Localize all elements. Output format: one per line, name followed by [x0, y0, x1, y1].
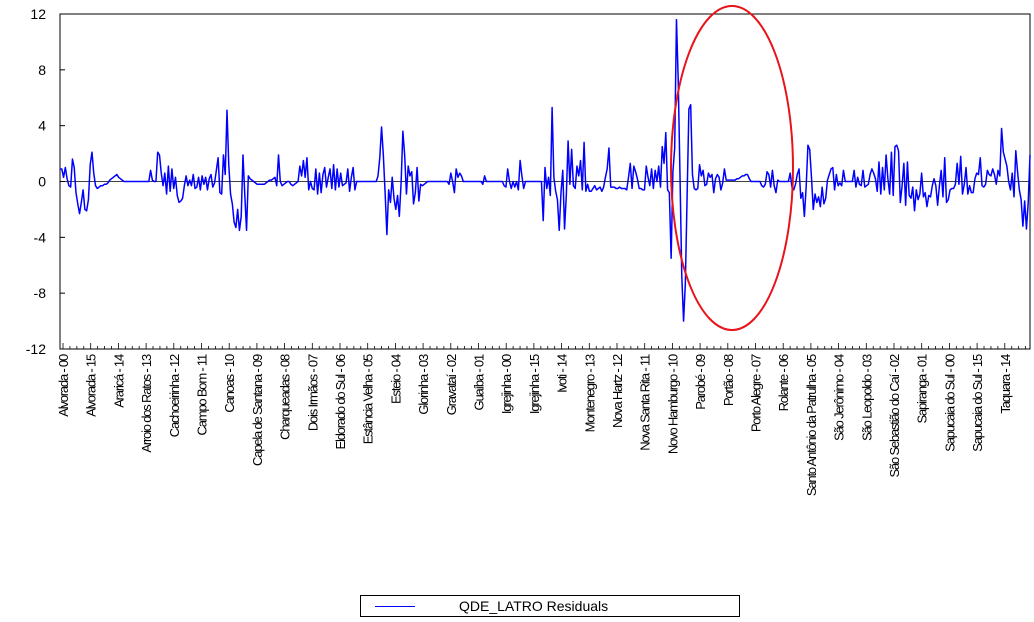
y-tick-label: -12	[26, 341, 46, 357]
x-tick-label: Cachoeirinha - 12	[167, 354, 182, 437]
x-tick-label: Igrejinha - 00	[499, 354, 514, 414]
x-tick-label: Eldorado do Sul - 06	[333, 354, 348, 449]
x-tick-label: Porto Alegre - 07	[749, 354, 764, 432]
x-tick-label: Santo Antônio da Patrulha - 05	[804, 354, 819, 496]
x-tick-label: Montenegro - 13	[582, 354, 597, 432]
x-tick-label: Guaíba - 01	[472, 354, 487, 410]
x-tick-label: Sapucaia do Sul - 15	[970, 354, 985, 452]
x-tick-label: Glorinha - 03	[416, 354, 431, 415]
x-tick-label: Dois Irmãos - 07	[305, 354, 320, 431]
x-tick-label: Taquara - 14	[998, 354, 1013, 414]
y-tick-label: 0	[38, 174, 46, 190]
x-tick-label: Esteio - 04	[388, 354, 403, 404]
y-tick-label: 8	[38, 62, 46, 78]
x-tick-label: Gravataí - 02	[444, 354, 459, 415]
x-tick-label: Estância Velha - 05	[361, 354, 376, 444]
x-tick-label: Capela de Santana - 09	[250, 354, 265, 466]
legend-line-swatch	[375, 606, 415, 607]
x-tick-label: Alvorada - 00	[56, 354, 71, 417]
x-tick-label: Novo Hamburgo - 10	[665, 354, 680, 454]
x-tick-label: Campo Bom - 11	[195, 354, 210, 435]
x-tick-label: Araricá - 14	[111, 354, 126, 408]
x-tick-label: Parobé - 09	[693, 354, 708, 410]
x-tick-label: Sapiranga - 01	[915, 354, 930, 423]
x-tick-label: Sapucaia do Sul - 00	[942, 354, 957, 452]
x-tick-label: Alvorada - 15	[84, 354, 99, 417]
series-line	[60, 18, 1031, 322]
x-tick-label: Nova Hartz - 12	[610, 354, 625, 428]
y-tick-label: -4	[34, 229, 47, 245]
x-tick-label: São Sebastião do Caí - 02	[887, 354, 902, 477]
x-tick-label: Rolante - 06	[776, 354, 791, 411]
x-tick-label: São Leopoldo - 03	[859, 354, 874, 441]
legend-label: QDE_LATRO Residuals	[459, 598, 609, 614]
x-tick-label: Igrejinha - 15	[527, 354, 542, 414]
x-tick-label: Ivoti - 14	[555, 354, 570, 393]
x-tick-label: Nova Santa Rita - 11	[638, 354, 653, 451]
x-tick-label: Canoas - 10	[222, 354, 237, 413]
x-tick-label: Portão - 08	[721, 354, 736, 406]
y-tick-label: 4	[38, 118, 46, 134]
highlight-ellipse	[670, 5, 794, 331]
legend: QDE_LATRO Residuals	[360, 595, 740, 617]
y-tick-label: 12	[30, 6, 46, 22]
y-tick-label: -8	[34, 285, 47, 301]
x-tick-label: Arroio dos Ratos - 13	[139, 354, 154, 453]
x-tick-label: São Jerônimo - 04	[832, 354, 847, 441]
x-tick-label: Charqueadas - 08	[278, 354, 293, 440]
